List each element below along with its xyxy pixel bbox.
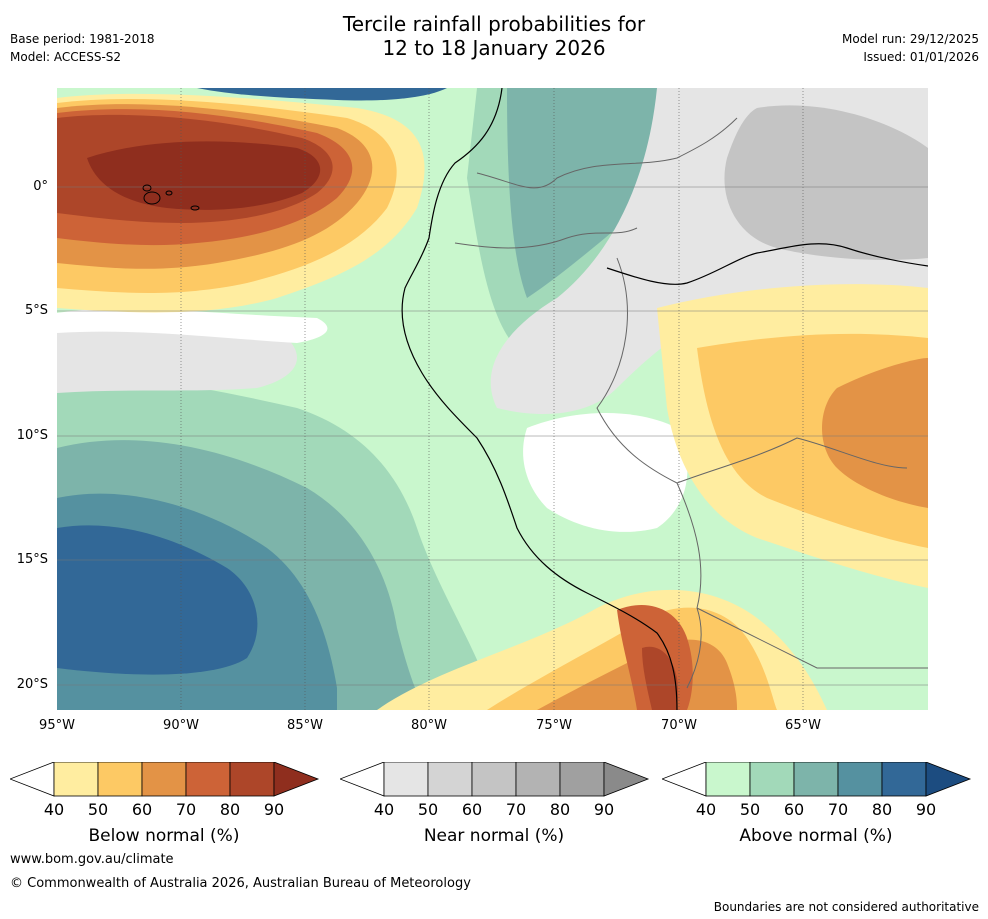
above-normal-colorbar <box>662 762 972 797</box>
title-line-2: 12 to 18 January 2026 <box>382 36 606 60</box>
below-normal-tick-60: 60 <box>131 800 153 819</box>
near-normal-tick-90: 90 <box>593 800 615 819</box>
above-normal-tick-60: 60 <box>783 800 805 819</box>
y-tick-0: 0° <box>33 179 48 194</box>
above-normal-tick-70: 70 <box>827 800 849 819</box>
issued-date: Issued: 01/01/2026 <box>863 50 979 64</box>
above-normal-tick-50: 50 <box>739 800 761 819</box>
near-normal-legend: 40 50 60 70 80 90 Near normal (%) <box>340 762 650 846</box>
above-normal-swatch-80 <box>881 762 927 797</box>
above-normal-swatch-70 <box>837 762 883 797</box>
near-normal-swatch-50 <box>427 762 473 797</box>
x-tick-80w: 80°W <box>411 718 447 733</box>
near-normal-swatch-80 <box>559 762 605 797</box>
below-normal-tick-80: 80 <box>219 800 241 819</box>
above-normal-under-extension <box>662 762 707 797</box>
near-normal-white <box>57 308 328 343</box>
below-normal-over-extension <box>273 762 320 797</box>
footer-copyright: © Commonwealth of Australia 2026, Austra… <box>10 876 471 891</box>
x-tick-85w: 85°W <box>287 718 323 733</box>
below-normal-tick-70: 70 <box>175 800 197 819</box>
south-below-normal-80 <box>642 646 678 710</box>
below-normal-swatch-40 <box>53 762 99 797</box>
map-title: Tercile rainfall probabilities for 12 to… <box>0 12 988 60</box>
below-normal-legend: 40 50 60 70 80 90 Below normal (%) <box>10 762 320 846</box>
below-normal-tick-50: 50 <box>87 800 109 819</box>
above-normal-tick-90: 90 <box>915 800 937 819</box>
near-normal-tick-40: 40 <box>373 800 395 819</box>
below-normal-tick-40: 40 <box>43 800 65 819</box>
x-tick-70w: 70°W <box>661 718 697 733</box>
near-normal-tick-80: 80 <box>549 800 571 819</box>
below-normal-under-extension <box>10 762 55 797</box>
x-tick-65w: 65°W <box>785 718 821 733</box>
galapagos-islands <box>142 184 200 211</box>
amazon-river <box>606 243 928 285</box>
below-normal-swatch-60 <box>141 762 187 797</box>
parallels <box>57 186 928 686</box>
above-normal-label: Above normal (%) <box>739 826 893 846</box>
near-normal-tick-70: 70 <box>505 800 527 819</box>
country-borders <box>454 117 928 689</box>
above-normal-ticks: 40 50 60 70 80 90 <box>662 800 972 820</box>
below-normal-swatch-50 <box>97 762 143 797</box>
below-normal-ticks: 40 50 60 70 80 90 <box>10 800 320 820</box>
x-tick-90w: 90°W <box>163 718 199 733</box>
near-normal-over-extension <box>603 762 650 797</box>
above-normal-legend: 40 50 60 70 80 90 Above normal (%) <box>662 762 972 846</box>
base-period: Base period: 1981-2018 <box>10 32 155 46</box>
model-run: Model run: 29/12/2025 <box>841 32 979 46</box>
below-normal-90 <box>87 141 321 210</box>
ocean-above-normal-90 <box>57 525 258 675</box>
above-normal-top <box>197 88 447 101</box>
near-normal-label: Near normal (%) <box>423 826 565 846</box>
east-below-normal-60 <box>822 358 928 508</box>
near-normal-colorbar <box>340 762 650 797</box>
near-normal-swatch-70 <box>515 762 561 797</box>
y-tick-10s: 10°S <box>16 428 48 443</box>
below-normal-colorbar <box>10 762 320 797</box>
near-normal-under-extension <box>340 762 385 797</box>
x-tick-75w: 75°W <box>536 718 572 733</box>
near-normal-ticks: 40 50 60 70 80 90 <box>340 800 650 820</box>
below-normal-tick-90: 90 <box>263 800 285 819</box>
below-normal-swatch-80 <box>229 762 275 797</box>
meta-left: Base period: 1981-2018 Model: ACCESS-S2 <box>10 30 155 66</box>
above-normal-swatch-60 <box>793 762 839 797</box>
title-line-1: Tercile rainfall probabilities for <box>342 12 646 36</box>
above-normal-swatch-40 <box>705 762 751 797</box>
coastline <box>401 88 678 710</box>
amazon-near-normal-60 <box>724 105 928 260</box>
x-tick-95w: 95°W <box>39 718 75 733</box>
above-normal-tick-40: 40 <box>695 800 717 819</box>
y-tick-20s: 20°S <box>16 677 48 692</box>
model-name: Model: ACCESS-S2 <box>10 50 122 64</box>
meta-right: Model run: 29/12/2025 Issued: 01/01/2026 <box>842 30 979 66</box>
central-white <box>523 413 688 532</box>
above-normal-tick-80: 80 <box>871 800 893 819</box>
near-normal-swatch-60 <box>471 762 517 797</box>
near-normal-swatch-40 <box>383 762 429 797</box>
y-tick-15s: 15°S <box>16 552 48 567</box>
rainfall-probability-map <box>57 88 928 710</box>
below-normal-label: Below normal (%) <box>88 826 240 846</box>
below-normal-swatch-70 <box>185 762 231 797</box>
above-normal-over-extension <box>925 762 972 797</box>
y-tick-5s: 5°S <box>24 303 48 318</box>
near-normal-tick-50: 50 <box>417 800 439 819</box>
above-normal-swatch-50 <box>749 762 795 797</box>
near-normal-tick-60: 60 <box>461 800 483 819</box>
footer-disclaimer: Boundaries are not considered authoritat… <box>713 900 979 914</box>
footer-url: www.bom.gov.au/climate <box>10 852 174 867</box>
